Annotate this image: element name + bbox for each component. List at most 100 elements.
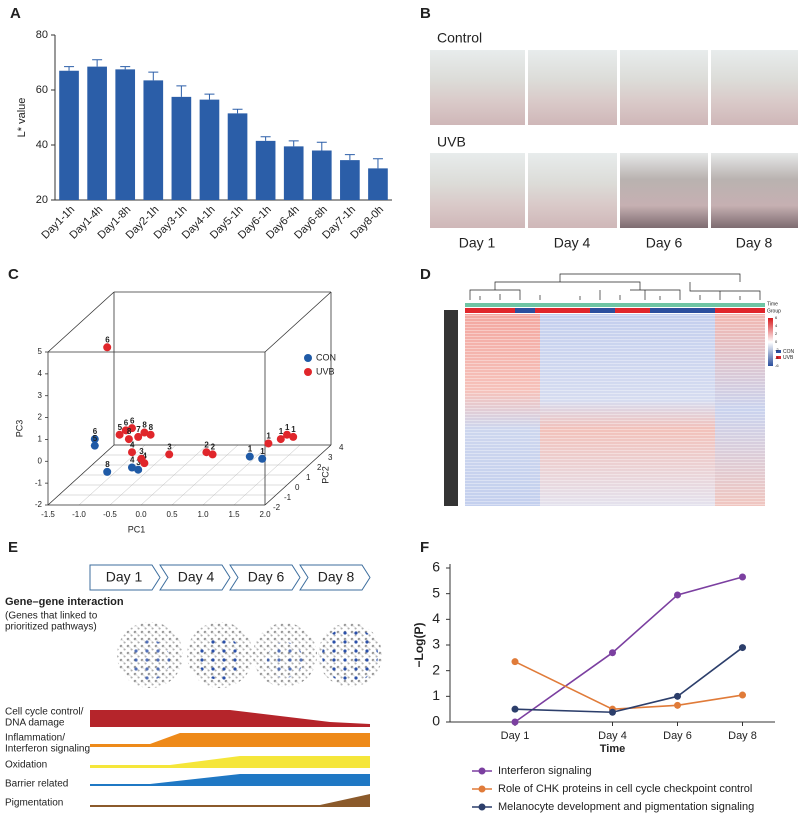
point-label: 8 [149,423,154,432]
day-chevron [89,564,161,591]
scale-tick-label: -2 [775,347,779,352]
x-tick-label: 1.5 [228,510,240,519]
point-label: 1 [285,423,290,432]
point-label: 1 [248,445,253,454]
color-scale [768,318,773,366]
bar [227,113,248,200]
y-tick-label: 4 [432,610,440,626]
x-tick-label: Day 6 [663,730,692,742]
bar [171,96,192,200]
bar [283,146,304,200]
scale-tick-label: 6 [775,315,778,320]
micrograph [430,153,525,228]
point-label: 3 [139,447,144,456]
x-axis-title: PC1 [128,524,146,534]
point-label: 1 [291,425,296,434]
y-tick-label: 20 [36,194,48,206]
micrograph [620,153,708,228]
point-label: 2 [204,440,209,449]
panel-label: C [8,266,19,283]
pathway-band [90,774,370,786]
group-annotation [515,308,535,313]
bar [255,140,276,200]
bar [59,70,79,200]
point [128,424,136,433]
point-label: 1 [260,447,265,456]
x-tick-label: -0.5 [103,510,117,519]
point [103,467,112,476]
y-tick-label: 40 [36,139,48,151]
point [289,432,298,441]
y-tick-label: 5 [38,347,43,356]
network [267,642,303,678]
scale-tick-label: 2 [775,331,778,336]
point-label: 1 [266,432,271,441]
x-tick-label: 0.0 [135,510,147,519]
group-annotation [590,308,615,313]
y-tick-label: -1 [35,478,43,487]
bar [143,80,164,200]
point-label: 8 [142,421,147,430]
point [609,649,616,657]
y-axis-title: −Log(P) [412,623,426,668]
group-annotation [650,308,665,313]
point [674,701,681,709]
point-label: 2 [211,443,216,452]
y-tick-label: 1 [38,435,43,444]
legend-label: CON [783,349,795,355]
point [103,343,112,352]
row-dendrogram [444,310,458,506]
point-label: 6 [93,427,98,436]
network [130,640,170,680]
scale-tick-label: 4 [775,323,778,328]
point [511,658,519,666]
x-tick-label: 0.5 [166,510,178,519]
y-tick-label: 3 [432,636,440,652]
column-label: Day 8 [736,235,773,251]
legend-marker [478,767,486,775]
box-edge [264,444,332,506]
point [674,591,681,599]
point-label: 6 [105,335,110,344]
series-line [514,576,743,723]
pathway-diagram: Day 1 Day 4 Day 6 Day 8 Gene–gene intera… [5,564,382,809]
group-annotation [535,308,590,313]
column-label: Day 6 [646,235,683,251]
y-tick-label: 1 [432,687,440,703]
z-tick-label: 1 [306,473,311,482]
column-dendrogram [469,273,761,300]
pathway-band [90,733,370,747]
point-label: 3 [167,443,172,452]
legend-label: UVB [316,366,335,376]
point-label: 8 [127,427,132,436]
legend-marker [478,785,486,793]
y-tick-label: 0 [38,456,43,465]
point [739,573,746,581]
z-tick-label: -1 [284,493,292,502]
box-edge [264,291,332,353]
box-edge [47,444,115,506]
y-tick-label: 4 [38,369,43,378]
annotation-label: Group [767,308,781,314]
network-note: (Genes that linked to [5,611,98,622]
pathway-label: Pigmentation [5,798,63,809]
annotation-label: Time [767,301,778,307]
point [140,428,149,437]
z-axis-title: PC2 [320,466,330,484]
legend-swatch [776,350,781,353]
y-tick-label: 5 [432,584,440,600]
row-label: UVB [437,134,466,150]
day-label: Day 8 [318,569,355,585]
network-title: Gene–gene interaction [5,596,124,608]
x-tick-label: 2.0 [259,510,271,519]
time-annotation [465,303,765,307]
bar [311,150,332,200]
legend-label: CON [316,352,336,362]
z-tick-label: 0 [295,483,300,492]
panel-label: A [10,5,21,22]
box-edge [47,291,115,353]
point [283,430,291,439]
scale-tick-label: -6 [775,363,779,368]
point [264,439,273,448]
